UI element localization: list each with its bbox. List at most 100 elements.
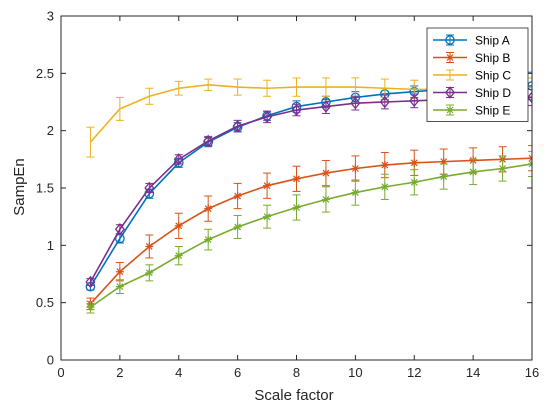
- legend-label: Ship C: [475, 68, 511, 82]
- data-point: [321, 195, 330, 204]
- x-tick-label: 8: [293, 365, 300, 380]
- marker-asterisk-d2: [322, 196, 330, 203]
- marker-asterisk-d2: [145, 269, 153, 277]
- marker-asterisk-d2: [351, 189, 359, 197]
- data-point: [145, 268, 154, 277]
- y-tick-label: 0: [47, 353, 54, 368]
- legend-entry-ship-d: Ship D: [433, 86, 511, 100]
- data-point: [526, 91, 532, 104]
- data-point: [321, 169, 330, 178]
- x-tick-label: 16: [525, 365, 539, 380]
- marker-asterisk-d2: [116, 283, 124, 291]
- marker-diamond: [350, 96, 361, 110]
- data-point: [350, 96, 361, 110]
- marker-asterisk-d2: [204, 236, 212, 244]
- marker-diamond: [379, 95, 390, 109]
- data-point: [380, 161, 389, 170]
- data-point: [233, 192, 242, 201]
- y-tick-label: 1.5: [36, 181, 54, 196]
- legend-label: Ship B: [475, 51, 510, 65]
- x-tick-label: 14: [466, 365, 480, 380]
- data-point: [203, 134, 214, 148]
- marker-star-d2: [322, 169, 330, 177]
- marker-asterisk-d2: [234, 223, 242, 231]
- marker-asterisk-d2: [499, 165, 506, 172]
- y-tick-label: 1: [47, 238, 54, 253]
- legend-entry-ship-a: Ship A: [433, 33, 510, 47]
- marker-star-d2: [410, 159, 418, 167]
- data-point: [204, 235, 213, 244]
- y-tick-label: 2.5: [36, 66, 54, 81]
- data-point: [115, 282, 124, 291]
- data-point: [233, 222, 242, 231]
- error-bar: [528, 145, 532, 172]
- data-point: [469, 167, 478, 176]
- data-point: [114, 223, 125, 236]
- data-point: [292, 203, 301, 212]
- y-tick-label: 0.5: [36, 295, 54, 310]
- marker-star-d2: [446, 54, 454, 61]
- data-point: [292, 174, 301, 183]
- y-tick-label: 3: [47, 9, 54, 24]
- marker-diamond: [526, 91, 532, 104]
- legend-entry-ship-e: Ship E: [433, 103, 510, 117]
- marker-star-d2: [293, 175, 300, 183]
- data-point: [85, 275, 96, 289]
- data-point: [320, 100, 331, 113]
- data-point: [263, 181, 272, 190]
- x-tick-label: 2: [116, 365, 123, 380]
- marker-star-d2: [351, 165, 359, 172]
- legend-entry-ship-b: Ship B: [433, 51, 510, 65]
- data-point: [528, 154, 532, 163]
- marker-diamond: [291, 103, 302, 117]
- data-point: [439, 172, 448, 181]
- x-axis-title: Scale factor: [254, 387, 333, 404]
- marker-asterisk-d2: [87, 303, 94, 311]
- marker-diamond: [320, 100, 331, 113]
- marker-asterisk-d2: [293, 204, 300, 211]
- error-bar: [528, 150, 532, 178]
- x-tick-label: 12: [407, 365, 421, 380]
- data-point: [263, 212, 272, 221]
- data-point: [379, 95, 390, 109]
- legend-label: Ship E: [475, 103, 510, 117]
- data-point: [528, 159, 532, 168]
- legend: Ship A Ship B Ship C Ship D Ship E: [426, 27, 529, 122]
- marker-asterisk-d2: [469, 168, 477, 176]
- data-point: [291, 103, 302, 117]
- marker-asterisk-d2: [263, 213, 271, 221]
- marker-star-d2: [116, 268, 124, 276]
- data-point: [351, 164, 360, 173]
- data-point: [351, 188, 360, 197]
- marker-star-d2: [204, 205, 212, 213]
- marker-asterisk-d2: [446, 106, 454, 114]
- marker-diamond: [173, 153, 184, 166]
- marker-diamond: [262, 110, 273, 124]
- marker-diamond: [444, 86, 456, 99]
- marker-asterisk-d1: [528, 160, 532, 165]
- marker-diamond: [203, 134, 214, 148]
- marker-diamond: [114, 223, 125, 236]
- marker-diamond: [232, 119, 243, 133]
- data-point: [262, 110, 273, 124]
- marker-star-d2: [263, 182, 271, 190]
- data-point: [409, 94, 420, 108]
- data-point: [174, 221, 183, 230]
- data-point: [498, 164, 507, 173]
- marker-star-d2: [381, 161, 389, 169]
- data-point: [410, 158, 419, 167]
- data-point: [174, 251, 183, 260]
- marker-star-d2: [175, 222, 183, 230]
- x-tick-label: 10: [348, 365, 362, 380]
- marker-diamond: [409, 94, 420, 108]
- marker-circle: [445, 35, 455, 45]
- marker-star-d2: [234, 192, 242, 200]
- y-axis-title: SampEn: [11, 158, 28, 216]
- x-tick-label: 4: [175, 365, 182, 380]
- legend-entry-ship-c: Ship C: [433, 68, 511, 82]
- data-point: [232, 119, 243, 133]
- marker-asterisk-d2: [528, 163, 532, 168]
- series-line: [89, 157, 532, 305]
- marker-diamond: [144, 181, 155, 195]
